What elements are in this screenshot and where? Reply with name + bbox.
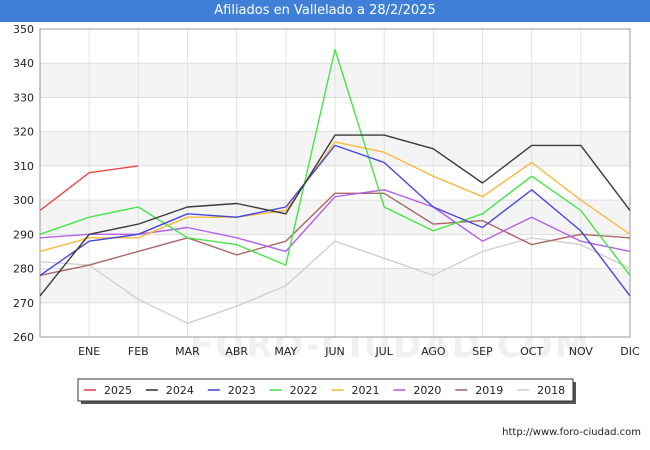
- legend-label-2024: 2024: [166, 384, 194, 397]
- y-tick-label: 340: [13, 57, 34, 70]
- source-url[interactable]: http://www.foro-ciudad.com: [502, 427, 641, 438]
- x-tick-label: ABR: [225, 345, 248, 358]
- y-tick-label: 290: [13, 228, 34, 241]
- y-tick-label: 270: [13, 297, 34, 310]
- x-tick-label: JUN: [324, 345, 345, 358]
- series-line-2021: [39, 141, 631, 253]
- plot-border: [39, 28, 631, 338]
- x-tick-label: OCT: [520, 345, 543, 358]
- x-tick-label: MAR: [175, 345, 200, 358]
- y-tick-label: 350: [13, 23, 34, 36]
- legend-label-2022: 2022: [290, 384, 318, 397]
- legend-label-2023: 2023: [228, 384, 256, 397]
- legend-label-2021: 2021: [352, 384, 380, 397]
- series-line-2019: [39, 192, 631, 277]
- y-tick-label: 320: [13, 126, 34, 139]
- series-line-2022: [39, 48, 631, 276]
- x-tick-label: DIC: [620, 345, 640, 358]
- legend: [77, 378, 574, 402]
- legend-label-2025: 2025: [104, 384, 132, 397]
- series-line-2024: [39, 134, 631, 297]
- x-tick-label: FEB: [128, 345, 149, 358]
- x-tick-label: SEP: [472, 345, 493, 358]
- chart-title: Afiliados en Vallelado a 28/2/2025: [0, 0, 650, 22]
- x-tick-label: AGO: [421, 345, 446, 358]
- y-tick-label: 280: [13, 263, 34, 276]
- y-tick-label: 300: [13, 194, 34, 207]
- legend-label-2019: 2019: [475, 384, 503, 397]
- x-tick-label: JUL: [374, 345, 393, 358]
- y-tick-label: 310: [13, 160, 34, 173]
- y-tick-label: 260: [13, 331, 34, 344]
- series-line-2025: [39, 165, 139, 211]
- x-tick-label: NOV: [569, 345, 594, 358]
- series-line-2018: [39, 237, 631, 324]
- legend-label-2018: 2018: [537, 384, 565, 397]
- y-tick-label: 330: [13, 91, 34, 104]
- x-tick-label: MAY: [274, 345, 297, 358]
- x-tick-label: ENE: [78, 345, 100, 358]
- series-line-2023: [39, 144, 631, 297]
- legend-label-2020: 2020: [413, 384, 441, 397]
